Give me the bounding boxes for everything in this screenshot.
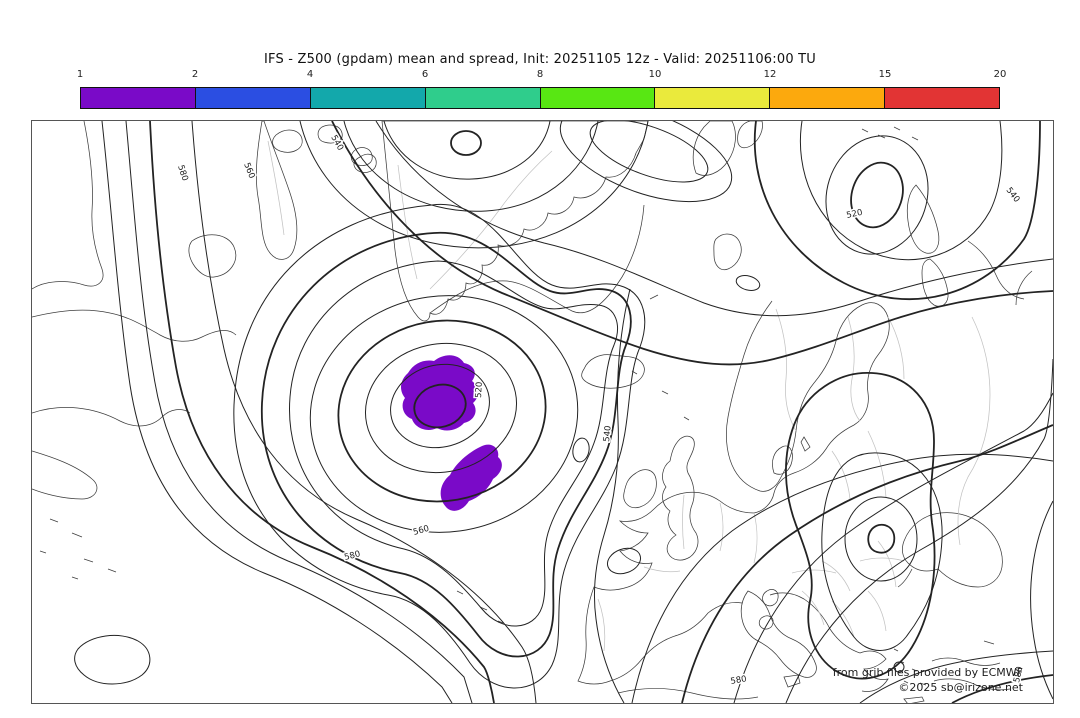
colorbar-tick: 6: [421, 69, 429, 80]
colorbar-tick: 8: [536, 69, 544, 80]
spread-fill-areas: [401, 355, 502, 511]
spread-blob: [401, 355, 479, 431]
colorbar: [80, 87, 1000, 109]
spread-blob: [440, 444, 502, 511]
contour-value-labels: 580 560 540 520 540 560 580 520 540 580 …: [174, 132, 1027, 688]
colorbar-segment-6: [655, 88, 771, 108]
colorbar-tick: 4: [306, 69, 314, 80]
colorbar-segment-7: [770, 88, 886, 108]
coastlines: [32, 121, 1033, 703]
contour-label: 540: [602, 425, 614, 442]
colorbar-tick: 2: [191, 69, 199, 80]
colorbar-segment-3: [310, 88, 426, 108]
colorbar-tick: 1: [76, 69, 84, 80]
colorbar-segment-4: [425, 88, 541, 108]
colorbar-tick: 10: [648, 69, 662, 80]
attribution-line2: ©2025 sb@irizone.net: [898, 681, 1023, 694]
country-borders: [267, 140, 991, 652]
contour-label: 560: [412, 524, 430, 538]
contour-label: 580: [730, 674, 748, 687]
colorbar-segment-1: [81, 88, 196, 108]
colorbar-tick: 15: [878, 69, 892, 80]
map-panel: 580 560 540 520 540 560 580 520 540 580 …: [31, 120, 1054, 704]
contour-label: 520: [846, 208, 864, 221]
contour-label: 580: [175, 164, 190, 183]
colorbar-segment-2: [195, 88, 311, 108]
colorbar-tick: 20: [993, 69, 1007, 80]
attribution-line1: from grib files provided by ECMWF: [832, 666, 1023, 679]
contour-label: 560: [241, 161, 256, 180]
colorbar-ticks: 1 2 4 6 8 10 12 15 20: [0, 69, 1080, 83]
colorbar-tick: 12: [763, 69, 777, 80]
colorbar-segment-5: [540, 88, 656, 108]
attribution: from grib files provided by ECMWF ©2025 …: [833, 665, 1023, 695]
contour-label: 520: [474, 381, 485, 398]
map-svg: 580 560 540 520 540 560 580 520 540 580 …: [32, 121, 1053, 703]
colorbar-segment-8: [885, 88, 999, 108]
contour-label: 540: [1004, 186, 1022, 205]
page-title: IFS - Z500 (gpdam) mean and spread, Init…: [264, 52, 816, 67]
contour-lines: [74, 121, 1053, 703]
